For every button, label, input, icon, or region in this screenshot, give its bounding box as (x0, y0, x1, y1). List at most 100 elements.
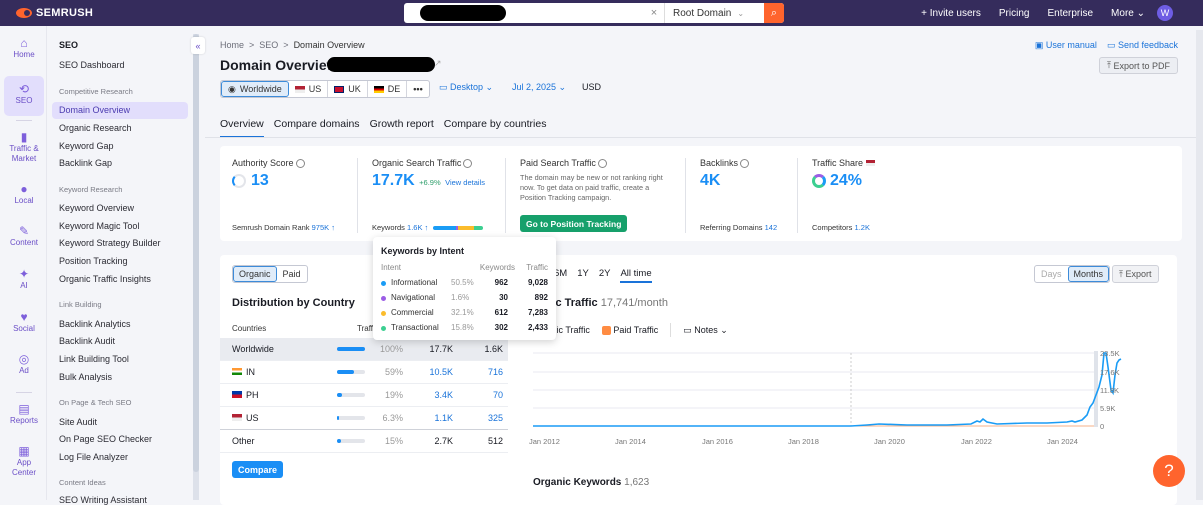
export-pdf-button[interactable]: ⤒ Export to PDF (1098, 57, 1178, 74)
go-to-position-tracking-button[interactable]: Go to Position Tracking (520, 215, 628, 232)
sidebar-selected-bg (52, 102, 188, 119)
rail-social[interactable]: ♥ Social (4, 311, 44, 334)
sidebar-item-link-building-tool[interactable]: Link Building Tool (59, 354, 129, 364)
notes-dropdown[interactable]: ▭ Notes ⌄ (683, 324, 728, 335)
search-input[interactable] (404, 3, 644, 23)
sidebar-item-bulk-analysis[interactable]: Bulk Analysis (59, 372, 113, 382)
rail-content[interactable]: ✎ Content (4, 225, 44, 248)
sidebar-item-organic-traffic-insights[interactable]: Organic Traffic Insights (59, 274, 151, 284)
sidebar-item-keyword-overview[interactable]: Keyword Overview (59, 203, 135, 213)
organic-keywords-title: Organic Keywords 1,623 (533, 477, 650, 488)
sidebar-item-log-file-analyzer[interactable]: Log File Analyzer (59, 452, 129, 462)
referring-domains-link[interactable]: 142 (764, 223, 778, 232)
db-tab-uk[interactable]: UK (328, 81, 368, 97)
organic-paid-toggle: Organic Paid (232, 265, 308, 283)
view-details-link[interactable]: View details (445, 178, 485, 187)
keywords-by-intent-tooltip: Keywords by Intent Intent Keywords Traffic… (373, 237, 556, 340)
table-row[interactable]: PH 19% 3.4K 70 (220, 384, 508, 407)
rail-seo[interactable]: ⟲ SEO (4, 76, 44, 116)
legend-paid[interactable]: Paid Traffic (601, 325, 658, 336)
info-icon[interactable] (740, 159, 750, 169)
more-databases-button[interactable]: ••• (413, 84, 423, 94)
tab-overview[interactable]: Overview (220, 118, 264, 138)
range-1y[interactable]: 1Y (577, 268, 589, 279)
compare-button[interactable]: Compare (232, 461, 284, 478)
table-row[interactable]: Worldwide 100% 17.7K 1.6K (220, 338, 508, 361)
help-button[interactable]: ? (1153, 455, 1185, 487)
semrush-logo[interactable]: SEMRUSH (16, 7, 93, 19)
device-select[interactable]: ▭ Desktop ⌄ (439, 82, 494, 92)
more-menu[interactable]: More ⌄ (1111, 7, 1145, 19)
enterprise-link[interactable]: Enterprise (1047, 7, 1094, 19)
sidebar-item-organic-research[interactable]: Organic Research (59, 123, 132, 133)
tab-growth-report[interactable]: Growth report (369, 118, 434, 130)
collapse-sidebar-icon[interactable]: « (191, 37, 205, 54)
intent-bar[interactable] (433, 226, 484, 231)
backlinks-metric: Backlinks 4K Referring Domains 142 (700, 158, 778, 232)
db-tab-worldwide[interactable]: ◉ Worldwide (221, 81, 289, 97)
rail-traffic-market[interactable]: ▮ Traffic & Market (4, 131, 44, 164)
info-icon[interactable] (295, 159, 305, 169)
toggle-paid[interactable]: Paid (282, 269, 301, 279)
sidebar-item-backlink-analytics[interactable]: Backlink Analytics (59, 319, 131, 329)
rail-app-center[interactable]: ▦ App Center (4, 445, 44, 478)
sidebar-item-position-tracking[interactable]: Position Tracking (59, 256, 128, 266)
sidebar-item-keyword-gap[interactable]: Keyword Gap (59, 141, 114, 151)
keywords-link[interactable]: 1.6K ↑ (407, 223, 429, 232)
external-link-icon[interactable]: ↗ (434, 58, 442, 68)
sidebar-item-seo-writing-assistant[interactable]: SEO Writing Assistant (59, 495, 147, 505)
db-tab-us[interactable]: US (289, 81, 329, 97)
range-all-time[interactable]: All time (620, 268, 652, 283)
sidebar-item-keyword-magic-tool[interactable]: Keyword Magic Tool (59, 221, 140, 231)
competitors-link[interactable]: 1.2K (854, 223, 870, 232)
invite-users-link[interactable]: + Invite users (921, 7, 981, 19)
ph-flag-icon (232, 391, 242, 398)
table-row[interactable]: Other 15% 2.7K 512 (220, 430, 508, 453)
rail-ad[interactable]: ◎ Ad (4, 353, 44, 376)
info-icon[interactable] (597, 159, 607, 169)
breadcrumb-seo[interactable]: SEO (259, 40, 279, 50)
range-2y[interactable]: 2Y (598, 268, 611, 279)
sidebar-item-domain-overview[interactable]: Domain Overview (59, 105, 131, 115)
domain-rank-link[interactable]: 975K ↑ (311, 223, 335, 232)
traffic-share-metric: Traffic Share 24% Competitors 1.2K (812, 146, 922, 241)
intent-row: Informational 50.5% 962 9,028 (381, 278, 548, 290)
sidebar-item-on-page-seo-checker[interactable]: On Page SEO Checker (59, 434, 153, 444)
organic-traffic-chart[interactable]: 23.5K 17.6K 11.8K 5.9K 0 Jan 2012 Jan 20… (527, 345, 1127, 445)
redacted-domain (420, 5, 506, 21)
report-icon: ▤ (18, 402, 30, 416)
db-tab-de[interactable]: DE (368, 81, 408, 97)
checkbox-checked-icon (601, 326, 611, 336)
tab-compare-domains[interactable]: Compare domains (273, 118, 360, 130)
pricing-link[interactable]: Pricing (998, 7, 1030, 19)
rail-local[interactable]: ● Local (4, 183, 44, 206)
toggle-months[interactable]: Months (1067, 266, 1110, 282)
date-select[interactable]: Jul 2, 2025 ⌄ (512, 82, 567, 92)
user-manual-link[interactable]: ▣ User manual (1034, 40, 1097, 50)
sidebar-item-seo-dashboard[interactable]: SEO Dashboard (59, 60, 125, 70)
rail-ai[interactable]: ✦ AI (4, 268, 44, 291)
rail-home[interactable]: ⌂ Home (4, 37, 44, 60)
avatar[interactable]: W (1157, 5, 1173, 21)
breadcrumb-home[interactable]: Home (220, 40, 245, 50)
sidebar-item-keyword-strategy-builder[interactable]: Keyword Strategy Builder (59, 238, 161, 248)
x-tick: Jan 2024 (1047, 437, 1078, 445)
send-feedback-link[interactable]: ▭ Send feedback (1106, 40, 1178, 50)
table-row[interactable]: IN 59% 10.5K 716 (220, 361, 508, 384)
search-button[interactable]: ⌕ (764, 3, 784, 23)
export-button[interactable]: ⤒ Export (1112, 265, 1159, 283)
tab-compare-by-countries[interactable]: Compare by countries (443, 118, 547, 130)
sidebar-item-backlink-gap[interactable]: Backlink Gap (59, 158, 113, 168)
sidebar-scrollbar[interactable] (193, 34, 199, 472)
sidebar-item-site-audit[interactable]: Site Audit (59, 417, 98, 427)
toggle-organic[interactable]: Organic (233, 266, 277, 282)
info-icon[interactable] (463, 159, 473, 169)
rail-reports[interactable]: ▤ Reports (4, 402, 44, 426)
database-select[interactable]: Root Domain ⌄ (664, 3, 764, 23)
range-6m[interactable]: 6M (554, 268, 568, 279)
table-row[interactable]: US 6.3% 1.1K 325 (220, 407, 508, 430)
clear-icon[interactable]: × (650, 7, 658, 19)
page-scrollbar[interactable] (1196, 30, 1203, 500)
toggle-days[interactable]: Days (1041, 269, 1062, 279)
sidebar-item-backlink-audit[interactable]: Backlink Audit (59, 336, 116, 346)
